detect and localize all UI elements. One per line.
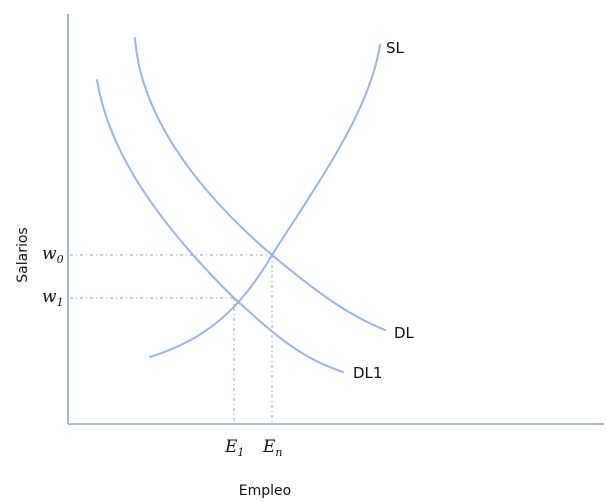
en-label: En [262,437,283,459]
demand-shifted-curve-label: DL1 [353,364,382,382]
en-label-sub: n [275,446,282,459]
e1-label: E1 [224,437,244,459]
e1-label-sub: 1 [237,446,244,459]
demand-curve-dl [134,37,386,331]
y-axis-title: Salarios [15,227,31,282]
w1-label: w1 [42,287,64,309]
x-axis-title: Empleo [239,483,291,499]
w0-label-base: w [42,244,57,264]
supply-curve-sl [149,44,381,358]
demand-curve-dl1 [96,79,344,373]
w0-label: w0 [42,244,64,266]
w1-label-base: w [42,287,57,307]
w0-label-sub: 0 [57,253,64,266]
w1-label-sub: 1 [57,296,64,309]
demand-curve-label: DL [394,324,415,342]
en-label-base: E [262,437,276,457]
supply-curve-label: SL [386,39,405,57]
e1-label-base: E [224,437,238,457]
